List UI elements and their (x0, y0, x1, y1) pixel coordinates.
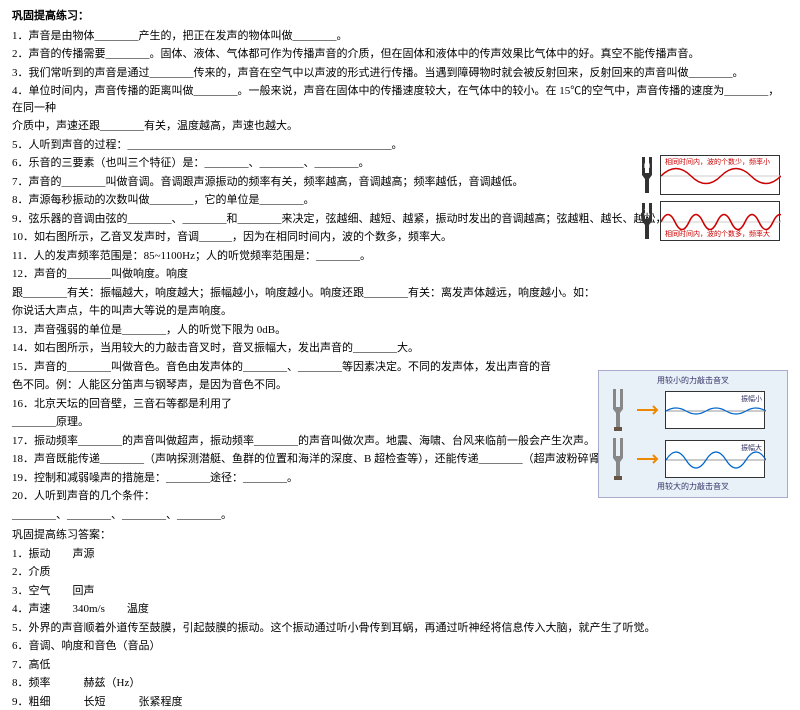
answers-title: 巩固提高练习答案： (12, 527, 788, 544)
arrow-icon (637, 405, 661, 415)
a6: 6．音调、响度和音色（音品） (12, 638, 788, 655)
wave-label-bottom: 相同时间内，波的个数多，频率大 (665, 229, 770, 240)
main-title: 巩固提高练习： (12, 8, 788, 25)
q4a: 4．单位时间内，声音传播的距离叫做________。一般来说，声音在固体中的传播… (12, 83, 788, 116)
amp-small-label: 振幅小 (741, 394, 762, 405)
a4: 4．声速 340m/s 温度 (12, 601, 788, 618)
amp-big-label: 振幅大 (741, 443, 762, 454)
arrow-icon-2 (637, 454, 661, 464)
tuning-fork-icon: 甲 (638, 155, 656, 195)
fork-label-bottom: 用较大的力敲击音叉 (603, 481, 783, 493)
q2: 2．声音的传播需要________。固体、液体、气体都可作为传播声音的介质，但在… (12, 46, 788, 63)
svg-text:乙: 乙 (644, 209, 651, 217)
a1: 1．振动 声源 (12, 546, 788, 563)
q20b: ________、________、________、________。 (12, 507, 788, 524)
a9: 9．粗细 长短 张紧程度 (12, 694, 788, 710)
a2: 2．介质 (12, 564, 788, 581)
q3: 3．我们常听到的声音是通过________传来的，声音在空气中以声波的形式进行传… (12, 65, 788, 82)
fork-big-icon (603, 436, 633, 481)
q4b: 介质中，声速还跟________有关，温度越高，声速也越大。 (12, 118, 788, 135)
a3: 3．空气 回声 (12, 583, 788, 600)
q14: 14．如右图所示，当用较大的力敲击音叉时，音叉振幅大，发出声音的________… (12, 340, 788, 357)
svg-text:甲: 甲 (644, 163, 651, 171)
wave-label-top: 相同时间内，波的个数少，频率小 (665, 157, 770, 168)
a8: 8．频率 赫兹（Hz） (12, 675, 788, 692)
a5: 5．外界的声音顺着外道传至鼓膜，引起鼓膜的振动。这个振动通过听小骨传到耳蜗，再通… (12, 620, 788, 637)
a7: 7．高低 (12, 657, 788, 674)
q12c: 你说话大声点，牛的叫声大等说的是声响度。 (12, 303, 788, 320)
q1: 1．声音是由物体________产生的，把正在发声的物体叫做________。 (12, 28, 788, 45)
wave-frequency-diagram: 甲 相同时间内，波的个数少，频率小 乙 相同时间内，波的个数多，频率大 (638, 155, 788, 241)
fork-label-top: 用较小的力敲击音叉 (603, 375, 783, 387)
tuning-fork-icon-2: 乙 (638, 201, 656, 241)
q12b: 跟________有关：振幅越大，响度越大；振幅越小，响度越小。响度还跟____… (12, 285, 788, 302)
amplitude-diagram: 用较小的力敲击音叉 振幅小 振幅大 用较大的力敲击音叉 (598, 370, 788, 498)
q13: 13．声音强弱的单位是________，人的听觉下限为 0dB。 (12, 322, 788, 339)
q12: 12．声音的________叫做响度。响度 (12, 266, 788, 283)
q5: 5．人听到声音的过程：_____________________________… (12, 137, 788, 154)
q11: 11．人的发声频率范围是：85~1100Hz；人的听觉频率范围是：_______… (12, 248, 788, 265)
fork-small-icon (603, 387, 633, 432)
